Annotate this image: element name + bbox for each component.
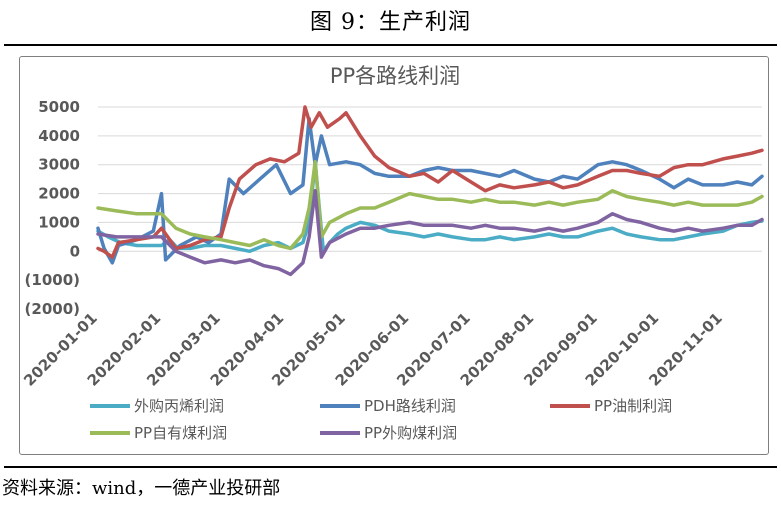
x-axis-ticks: 2020-01-012020-02-012020-03-012020-04-01…	[20, 309, 726, 390]
series-line-3	[96, 160, 764, 251]
y-tick-label: (2000)	[25, 300, 80, 318]
y-tick-label: 2000	[38, 185, 80, 203]
bottom-rule	[4, 466, 777, 468]
chart-frame: PP各路线利润 5000 4000 3000 2000 1000 0 (1000) (2000…	[19, 56, 769, 455]
y-tick-label: (1000)	[25, 271, 80, 289]
legend-label: PP外购煤利润	[364, 424, 457, 442]
top-rule	[4, 44, 777, 46]
chart-title: PP各路线利润	[330, 64, 460, 88]
y-tick-label: 5000	[38, 98, 80, 116]
y-tick-label: 3000	[38, 156, 80, 174]
y-tick-label: 0	[70, 242, 80, 260]
legend-label: PP自有煤利润	[134, 424, 227, 442]
series-lines	[96, 105, 764, 277]
legend-label: 外购丙烯利润	[134, 397, 224, 415]
series-line-4	[96, 188, 764, 277]
source-note: 资料来源：wind，一德产业投研部	[2, 478, 281, 499]
y-tick-label: 4000	[38, 127, 80, 145]
profit-line-chart: PP各路线利润 5000 4000 3000 2000 1000 0 (1000) (2000…	[20, 64, 764, 442]
series-line-1	[96, 116, 764, 265]
legend-label: PDH路线利润	[364, 397, 456, 415]
legend-label: PP油制利润	[594, 397, 672, 415]
series-line-2	[96, 105, 764, 259]
y-tick-label: 1000	[38, 213, 80, 231]
legend: 外购丙烯利润 PDH路线利润 PP油制利润 PP自有煤利润 PP外购煤利润	[90, 397, 672, 442]
y-axis-ticks: 5000 4000 3000 2000 1000 0 (1000) (2000)	[25, 98, 80, 318]
figure-caption: 图 9：生产利润	[310, 10, 471, 35]
gridlines	[98, 106, 762, 252]
